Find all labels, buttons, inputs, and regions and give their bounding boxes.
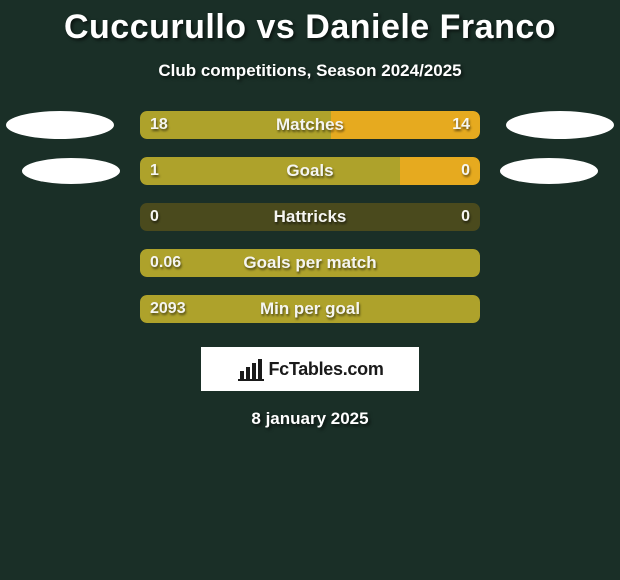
stat-bar-left <box>140 111 331 139</box>
stat-bar <box>140 111 480 139</box>
player-left-oval <box>6 111 114 139</box>
stat-bar-left <box>140 249 480 277</box>
stat-bar-left <box>140 295 480 323</box>
stat-row: Hattricks00 <box>0 203 620 249</box>
date-text: 8 january 2025 <box>0 409 620 429</box>
stat-bar-left <box>140 157 400 185</box>
stat-bar <box>140 203 480 231</box>
stat-row: Goals per match0.06 <box>0 249 620 295</box>
stat-bar-right <box>400 157 480 185</box>
stat-bar <box>140 249 480 277</box>
brand-logo: FcTables.com <box>201 347 419 391</box>
brand-logo-text: FcTables.com <box>268 359 383 380</box>
stat-bar <box>140 295 480 323</box>
stat-row: Min per goal2093 <box>0 295 620 341</box>
subtitle: Club competitions, Season 2024/2025 <box>0 61 620 81</box>
stat-bar-right <box>331 111 480 139</box>
bar-chart-icon <box>236 357 264 381</box>
player-left-oval <box>22 158 120 184</box>
stat-row: Goals10 <box>0 157 620 203</box>
page-title: Cuccurullo vs Daniele Franco <box>0 0 620 47</box>
stat-row: Matches1814 <box>0 111 620 157</box>
stat-bar <box>140 157 480 185</box>
player-right-oval <box>506 111 614 139</box>
player-right-oval <box>500 158 598 184</box>
stats-rows: Matches1814Goals10Hattricks00Goals per m… <box>0 111 620 341</box>
